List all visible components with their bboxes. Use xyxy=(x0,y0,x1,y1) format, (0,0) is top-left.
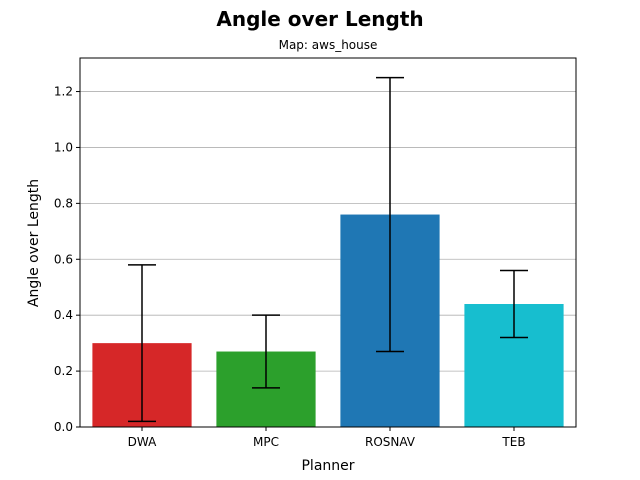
y-axis-label: Angle over Length xyxy=(26,179,42,307)
y-tick-label: 0.8 xyxy=(54,196,73,210)
x-tick-label: ROSNAV xyxy=(365,435,416,449)
x-axis-ticks: DWA MPC ROSNAV TEB xyxy=(128,427,526,449)
x-tick-label: MPC xyxy=(253,435,279,449)
error-bars xyxy=(128,76,528,423)
y-tick-label: 0.0 xyxy=(54,420,73,434)
y-tick-label: 1.2 xyxy=(54,85,73,99)
y-tick-label: 0.2 xyxy=(54,364,73,378)
x-tick-label: DWA xyxy=(128,435,157,449)
plot-frame xyxy=(79,57,577,428)
chart-title: Angle over Length xyxy=(216,7,423,31)
y-tick-label: 0.4 xyxy=(54,308,73,322)
chart-subtitle: Map: aws_house xyxy=(279,38,378,52)
x-tick-label: TEB xyxy=(501,435,525,449)
y-tick-label: 1.0 xyxy=(54,140,73,154)
x-axis-label: Planner xyxy=(301,458,354,474)
bars xyxy=(92,214,564,427)
y-axis-ticks: 0.0 0.2 0.4 0.6 0.8 1.0 1.2 xyxy=(54,85,80,434)
y-tick-label: 0.6 xyxy=(54,252,73,266)
